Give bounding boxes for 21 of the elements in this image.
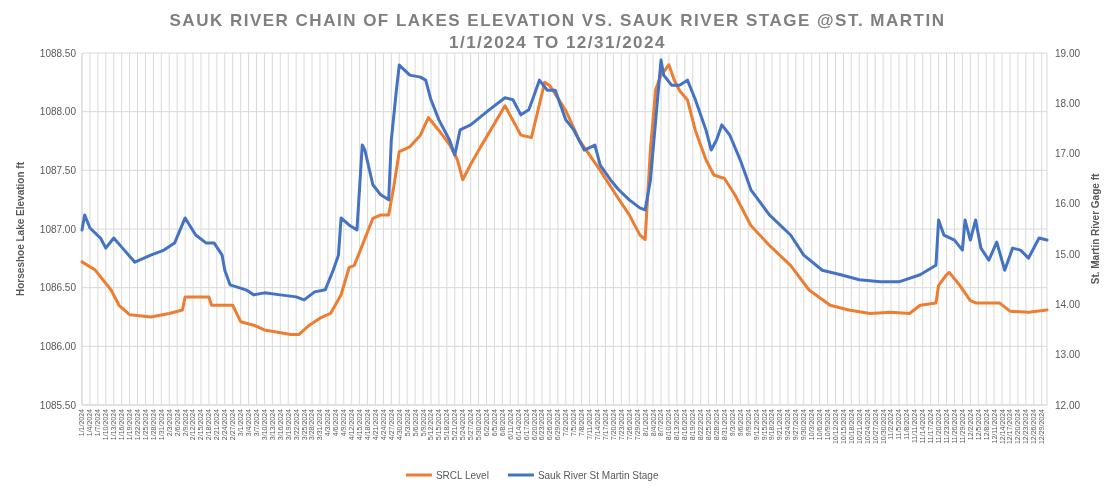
y2-tick-label: 19.00: [1055, 47, 1081, 59]
legend-label: SRCL Level: [435, 469, 489, 481]
y2-tick-label: 15.00: [1055, 248, 1081, 260]
y-tick-label: 1088.00: [39, 106, 77, 118]
y2-tick-label: 13.00: [1055, 349, 1081, 361]
y-tick-label: 1085.50: [39, 399, 77, 411]
y-tick-label: 1086.00: [39, 340, 77, 352]
y2-axis-title: St. Martin River Gage ft: [1090, 173, 1101, 285]
y2-tick-label: 14.00: [1055, 298, 1081, 310]
y2-tick-label: 12.00: [1055, 399, 1081, 411]
y-tick-label: 1088.50: [39, 47, 77, 59]
y2-tick-label: 18.00: [1055, 97, 1081, 109]
chart-title: SAUK RIVER CHAIN OF LAKES ELEVATION VS. SAUK RIVER STAGE @ST. MARTIN: [169, 11, 946, 30]
y-tick-label: 1087.00: [39, 223, 77, 235]
chart-subtitle: 1/1/2024 TO 12/31/2024: [448, 33, 667, 52]
y-tick-label: 1086.50: [39, 282, 77, 294]
legend-label: Sauk River St Martin Stage: [537, 469, 659, 481]
y2-tick-label: 16.00: [1055, 198, 1081, 210]
y-axis-title: Horseshoe Lake Elevation ft: [15, 161, 26, 296]
y-tick-label: 1087.50: [39, 164, 77, 176]
y2-tick-label: 17.00: [1055, 148, 1081, 160]
